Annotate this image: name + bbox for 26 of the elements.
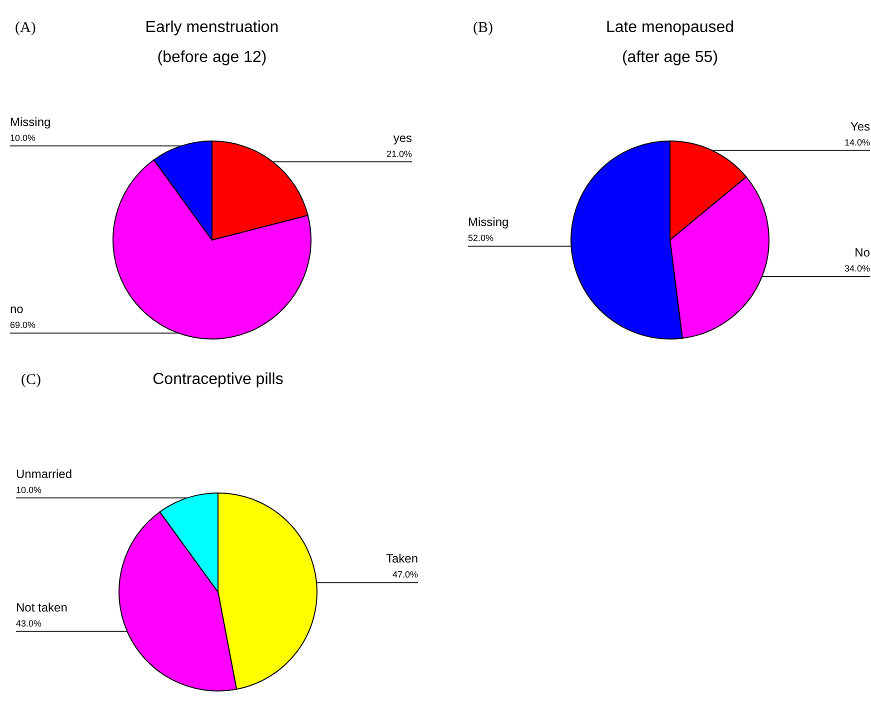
chart-title: Contraceptive pills [152,371,284,388]
text: (C) [21,372,41,388]
data-label: 52.0% [468,233,494,244]
data-label: 10.0% [10,132,36,143]
data-label: 34.0% [844,263,870,274]
data-label: 10.0% [16,484,42,495]
slice-label: No [854,245,870,260]
text: (A) [15,20,36,36]
chart-title: Early menstruation [145,19,279,36]
slice-label: no [10,302,24,316]
slice-label: Unmarried [16,466,72,481]
slice-label: yes [393,130,412,145]
slice-label: Yes [850,119,870,134]
data-label: 21.0% [386,148,412,159]
slice-label: Taken [386,552,418,566]
data-label: 14.0% [844,137,870,148]
data-label: 69.0% [10,320,36,330]
slice-label: Missing [468,215,509,230]
data-label: 47.0% [392,570,418,580]
data-label: 43.0% [16,618,42,628]
slice-label: Not taken [16,600,68,614]
slice-label: Missing [10,114,51,129]
text: (B) [473,20,493,36]
chart-title: Late menopaused [606,19,734,36]
chart-subtitle: (before age 12) [157,49,267,66]
chart-subtitle: (after age 55) [622,49,718,66]
